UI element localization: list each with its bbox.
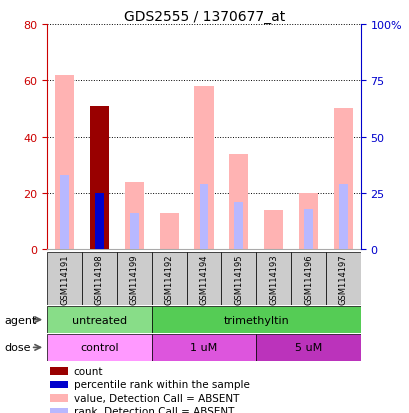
Bar xyxy=(221,252,256,306)
Text: untreated: untreated xyxy=(72,315,127,325)
Bar xyxy=(50,367,67,375)
Bar xyxy=(256,252,290,306)
Bar xyxy=(50,381,67,388)
Bar xyxy=(151,306,360,333)
Bar xyxy=(159,213,178,250)
Bar xyxy=(263,211,283,250)
Text: percentile rank within the sample: percentile rank within the sample xyxy=(74,380,249,389)
Text: GSM114196: GSM114196 xyxy=(303,254,312,304)
Bar xyxy=(47,306,151,333)
Text: GSM114197: GSM114197 xyxy=(338,254,347,304)
Bar xyxy=(117,252,151,306)
Bar xyxy=(186,252,221,306)
Text: agent: agent xyxy=(4,315,36,325)
Bar xyxy=(199,185,208,250)
Text: 1 uM: 1 uM xyxy=(190,342,217,353)
Text: rank, Detection Call = ABSENT: rank, Detection Call = ABSENT xyxy=(74,406,234,413)
Text: GSM114194: GSM114194 xyxy=(199,254,208,304)
Bar xyxy=(82,252,117,306)
Text: value, Detection Call = ABSENT: value, Detection Call = ABSENT xyxy=(74,393,238,403)
Bar xyxy=(229,154,248,250)
Bar xyxy=(290,252,325,306)
Text: GSM114199: GSM114199 xyxy=(130,254,138,304)
Bar xyxy=(90,107,109,250)
Bar xyxy=(256,334,360,361)
Text: GSM114193: GSM114193 xyxy=(269,254,277,304)
Bar xyxy=(151,252,186,306)
Text: control: control xyxy=(80,342,119,353)
Bar xyxy=(234,203,243,250)
Bar xyxy=(325,252,360,306)
Text: GSM114192: GSM114192 xyxy=(164,254,173,304)
Bar xyxy=(124,183,144,250)
Bar xyxy=(60,176,69,250)
Text: GDS2555 / 1370677_at: GDS2555 / 1370677_at xyxy=(124,10,285,24)
Bar xyxy=(130,214,138,250)
Text: GSM114191: GSM114191 xyxy=(60,254,69,304)
Text: count: count xyxy=(74,366,103,376)
Bar xyxy=(47,252,82,306)
Bar xyxy=(298,194,317,250)
Bar xyxy=(194,87,213,250)
Bar xyxy=(50,394,67,402)
Bar xyxy=(303,209,312,250)
Text: 5 uM: 5 uM xyxy=(294,342,321,353)
Bar xyxy=(95,194,103,250)
Bar xyxy=(151,334,256,361)
Bar xyxy=(55,76,74,250)
Text: dose: dose xyxy=(4,342,31,353)
Bar xyxy=(338,185,347,250)
Text: GSM114198: GSM114198 xyxy=(95,254,103,304)
Text: GSM114195: GSM114195 xyxy=(234,254,243,304)
Text: trimethyltin: trimethyltin xyxy=(223,315,288,325)
Bar xyxy=(50,408,67,413)
Bar xyxy=(333,109,352,250)
Bar xyxy=(47,334,151,361)
